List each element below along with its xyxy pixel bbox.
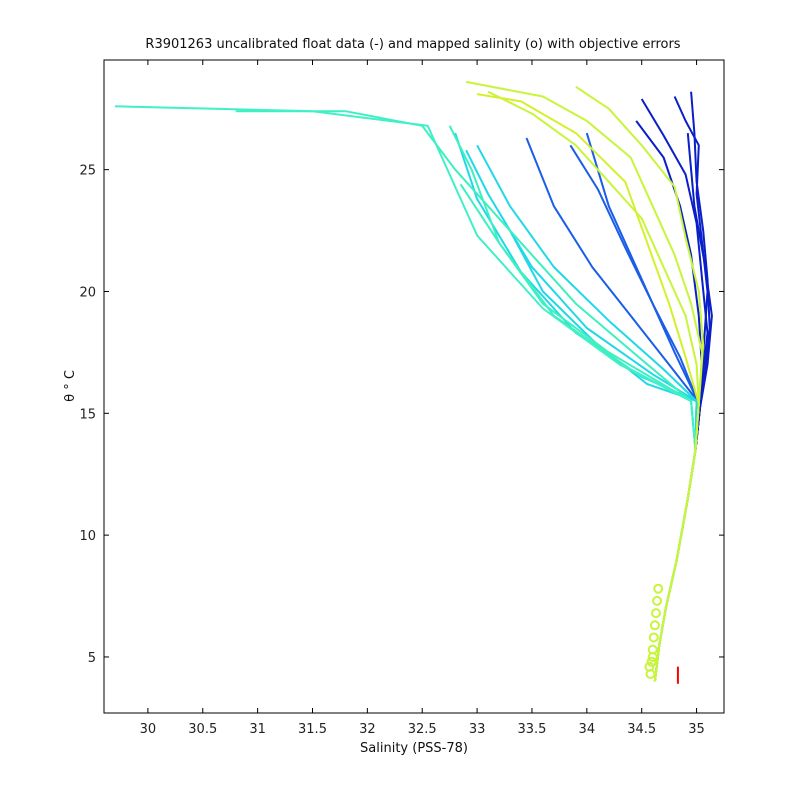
mapped-salinity-point [649,620,660,631]
y-tick-label: 15 [79,407,96,422]
x-tick-label: 32 [359,722,376,737]
x-axis-ticks: 30 30.5 31 31.5 32 32.5 33 33.5 34 34.5 35 [140,60,705,737]
x-tick-label: 33 [469,722,486,737]
mapped-salinity-point [647,652,658,662]
mapped-salinity-point [651,608,661,619]
y-axis-label: θ ° C [63,370,78,402]
x-tick-label: 30 [140,722,157,737]
mapped-salinity-point [644,661,655,672]
x-tick-label: 32.5 [408,722,437,737]
y-tick-label: 5 [88,651,96,666]
axes-box [103,59,725,714]
x-tick-label: 31.5 [298,722,327,737]
x-tick-label: 34.5 [627,722,656,737]
mapped-salinity-point [648,632,659,643]
chart-title: R3901263 uncalibrated float data (-) and… [145,37,680,52]
x-tick-label: 31 [249,722,266,737]
y-tick-label: 25 [79,164,96,179]
x-tick-label: 30.5 [188,722,217,737]
x-tick-label: 33.5 [517,722,546,737]
x-axis-label: Salinity (PSS-78) [360,741,468,756]
y-tick-label: 10 [79,529,96,544]
x-tick-label: 34 [579,722,596,737]
x-tick-label: 35 [688,722,705,737]
y-tick-label: 20 [79,285,96,300]
profile-line-20 [575,85,705,682]
mapped-salinity-point [646,656,657,667]
mapped-salinity-point [653,583,664,594]
y-axis-ticks: 5 10 15 20 25 [79,164,724,666]
plot-area [114,80,713,684]
mapped-salinity-point [652,595,663,606]
